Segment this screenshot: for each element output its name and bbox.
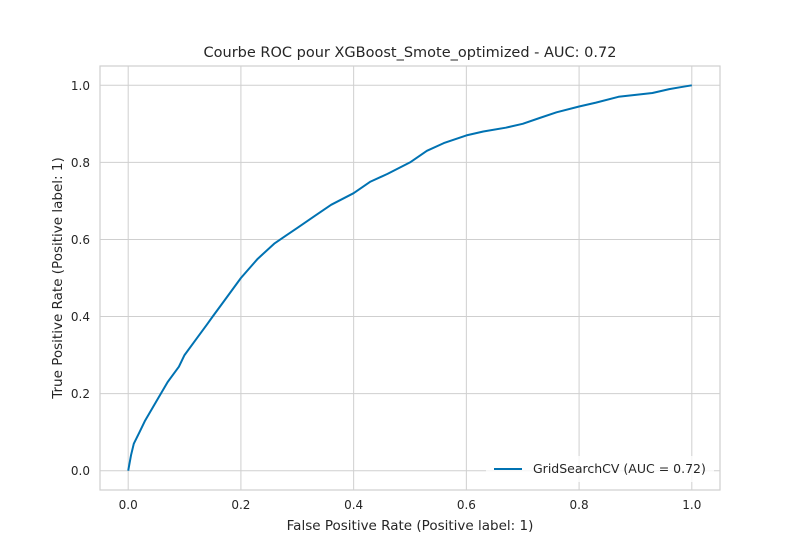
y-tick-label: 0.6 <box>71 233 90 247</box>
roc-curve-line <box>127 84 692 471</box>
y-tick-label: 1.0 <box>71 79 90 93</box>
x-tick-label: 1.0 <box>682 498 701 512</box>
y-tick-label: 0.2 <box>71 387 90 401</box>
x-tick-label: 0.4 <box>344 498 363 512</box>
grid <box>100 66 720 490</box>
x-tick-label: 0.0 <box>119 498 138 512</box>
x-axis-ticks: 0.0 0.2 0.4 0.6 0.8 1.0 <box>119 498 702 512</box>
x-tick-label: 0.2 <box>231 498 250 512</box>
plot-area-frame <box>99 65 721 491</box>
legend-box <box>486 456 714 482</box>
x-tick-label: 0.6 <box>457 498 476 512</box>
x-axis-label: False Positive Rate (Positive label: 1) <box>287 518 534 534</box>
legend: GridSearchCV (AUC = 0.72) <box>486 456 714 482</box>
legend-label: GridSearchCV (AUC = 0.72) <box>533 461 706 476</box>
series-layer <box>127 84 692 471</box>
y-axis-label: True Positive Rate (Positive label: 1) <box>50 157 66 400</box>
x-tick-label: 0.8 <box>570 498 589 512</box>
y-tick-label: 0.0 <box>71 464 90 478</box>
y-tick-label: 0.4 <box>71 310 90 324</box>
y-tick-label: 0.8 <box>71 156 90 170</box>
y-axis-ticks: 0.0 0.2 0.4 0.6 0.8 1.0 <box>71 79 90 478</box>
chart-title: Courbe ROC pour XGBoost_Smote_optimized … <box>204 45 617 61</box>
